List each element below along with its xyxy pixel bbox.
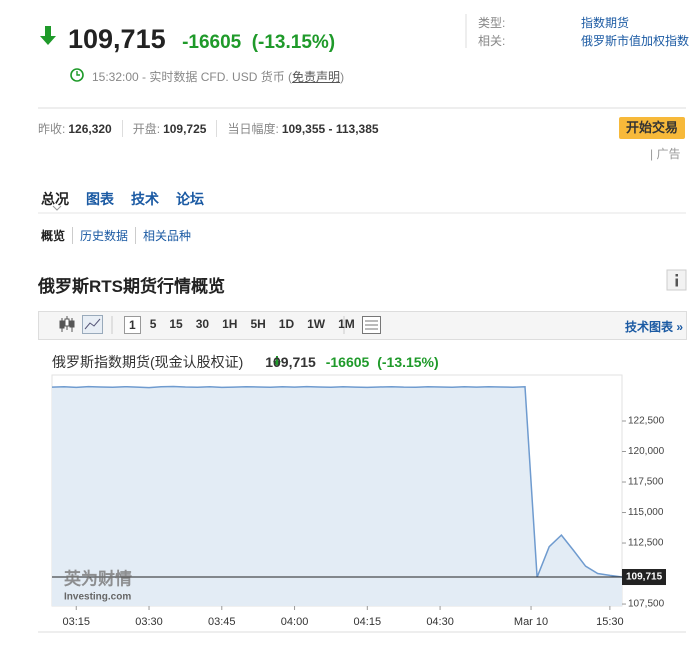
y-tick-label: 122,500 <box>628 416 665 427</box>
stats: 昨收: 126,320 开盘: 109,725 当日幅度: 109,355 - 113,3… <box>38 120 389 137</box>
logo-sub: Investing.com <box>64 592 131 603</box>
quote-price: 109,715 <box>265 354 316 370</box>
y-tick-label: 117,500 <box>628 477 664 488</box>
stat-label: 昨收: <box>38 122 66 136</box>
interval[interactable]: 15 <box>169 317 183 331</box>
chart-title: 俄罗斯指数期货(现金认股权证) <box>52 354 244 370</box>
info-row: 相关: 俄罗斯市值加权指数 <box>478 32 689 50</box>
tab[interactable]: 图表 <box>86 191 114 207</box>
tab[interactable]: 论坛 <box>176 191 204 207</box>
stat: 开盘: 109,725 <box>121 120 217 137</box>
time-row: 15:32:00 - 实时数据 CFD. USD 货币 (免责声明) <box>92 68 344 85</box>
line <box>51 385 623 578</box>
stat: 当日幅度: 109,355 - 113,385 <box>216 120 388 137</box>
info-label: 类型: <box>478 16 506 30</box>
ad: | 广告 <box>650 147 681 161</box>
current-box <box>622 569 666 586</box>
info-row: 类型: 指数期货 <box>478 14 689 32</box>
stat-value: 126,320 <box>68 122 112 136</box>
y-tick-label: 107,500 <box>628 599 665 610</box>
disclaimer[interactable]: 免责声明 <box>292 70 341 84</box>
current-label: 109,715 <box>626 572 663 583</box>
price: 109,715 <box>68 24 166 54</box>
trade-button[interactable]: 开始交易 <box>619 117 685 139</box>
info-value[interactable]: 指数期货 <box>581 16 630 30</box>
stat-value: 109,725 <box>163 122 207 136</box>
change-pct: (-13.15%) <box>251 32 336 53</box>
interval[interactable]: 1M <box>338 317 355 331</box>
line-icon-path <box>84 318 101 330</box>
tab[interactable]: 总况 <box>41 191 69 207</box>
down-arrow <box>40 26 56 45</box>
tab[interactable]: 技术 <box>131 191 159 207</box>
change: -16605 <box>182 32 242 53</box>
section-title: 俄罗斯RTS期货行情概览 <box>38 277 225 296</box>
x-tick-label: 03:45 <box>208 616 236 628</box>
stat-label: 开盘: <box>132 122 161 136</box>
interval[interactable]: 30 <box>195 317 210 331</box>
y-tick-label: 115,000 <box>628 507 664 518</box>
time-close: ) <box>340 70 345 84</box>
stat-label: 当日幅度: <box>227 122 279 136</box>
stat: 昨收: 126,320 <box>38 120 122 137</box>
clock-icon <box>70 68 84 82</box>
x-tick-label: 04:15 <box>354 616 382 628</box>
y-tick-label: 120,000 <box>628 446 665 457</box>
info-label: 相关: <box>478 34 506 48</box>
quote-arrow <box>273 356 281 366</box>
logo: 英为财情 <box>64 568 132 588</box>
info-bar <box>675 278 678 287</box>
interval[interactable]: 1D <box>278 317 295 331</box>
interval[interactable]: 1H <box>222 317 238 331</box>
quote-change: -16605 <box>325 354 370 370</box>
area <box>52 386 622 606</box>
quote-change-pct: (-13.15%) <box>377 354 439 370</box>
tech-chart-link[interactable]: 技术图表 » <box>624 320 683 334</box>
interval[interactable]: 1W <box>307 317 326 331</box>
intervals: 1 5 15 30 1H 5H 1D 1W 1M <box>124 316 359 334</box>
subtab[interactable]: 相关品种 <box>135 227 198 244</box>
interval[interactable]: 5H <box>250 317 266 331</box>
chart-header: 俄罗斯指数期货(现金认股权证) 109,715 -16605 (-13.15%) <box>52 352 439 372</box>
x-tick-label: 15:30 <box>596 616 624 628</box>
info: 类型: 指数期货相关: 俄罗斯市值加权指数 <box>478 14 689 50</box>
subtab[interactable]: 概览 <box>41 229 66 243</box>
info-dot <box>675 274 678 277</box>
subtab[interactable]: 历史数据 <box>72 227 135 244</box>
candle-icon[interactable] <box>59 316 75 332</box>
x-tick-label: 04:00 <box>281 616 309 628</box>
price-row: 109,715 -16605 (-13.15%) <box>68 24 335 55</box>
interval[interactable]: 1 <box>124 316 141 334</box>
x-tick-label: 04:30 <box>426 616 454 628</box>
x-tick-label: 03:15 <box>62 616 90 628</box>
table-icon-lines <box>365 320 378 330</box>
tabs: 总况 图表 技术 论坛 <box>41 189 204 209</box>
y-tick-label: 112,500 <box>628 538 664 549</box>
stat-value: 109,355 - 113,385 <box>281 122 379 136</box>
info-value[interactable]: 俄罗斯市值加权指数 <box>581 34 690 48</box>
time: 15:32:00 - 实时数据 CFD. USD 货币 ( <box>92 70 293 84</box>
x-tick-label: Mar 10 <box>514 616 548 628</box>
subtabs: 概览 历史数据 相关品种 <box>41 227 198 244</box>
tab-caret <box>52 205 62 211</box>
interval[interactable]: 5 <box>149 317 157 331</box>
clock-hand <box>76 71 80 76</box>
x-tick-label: 03:30 <box>135 616 163 628</box>
